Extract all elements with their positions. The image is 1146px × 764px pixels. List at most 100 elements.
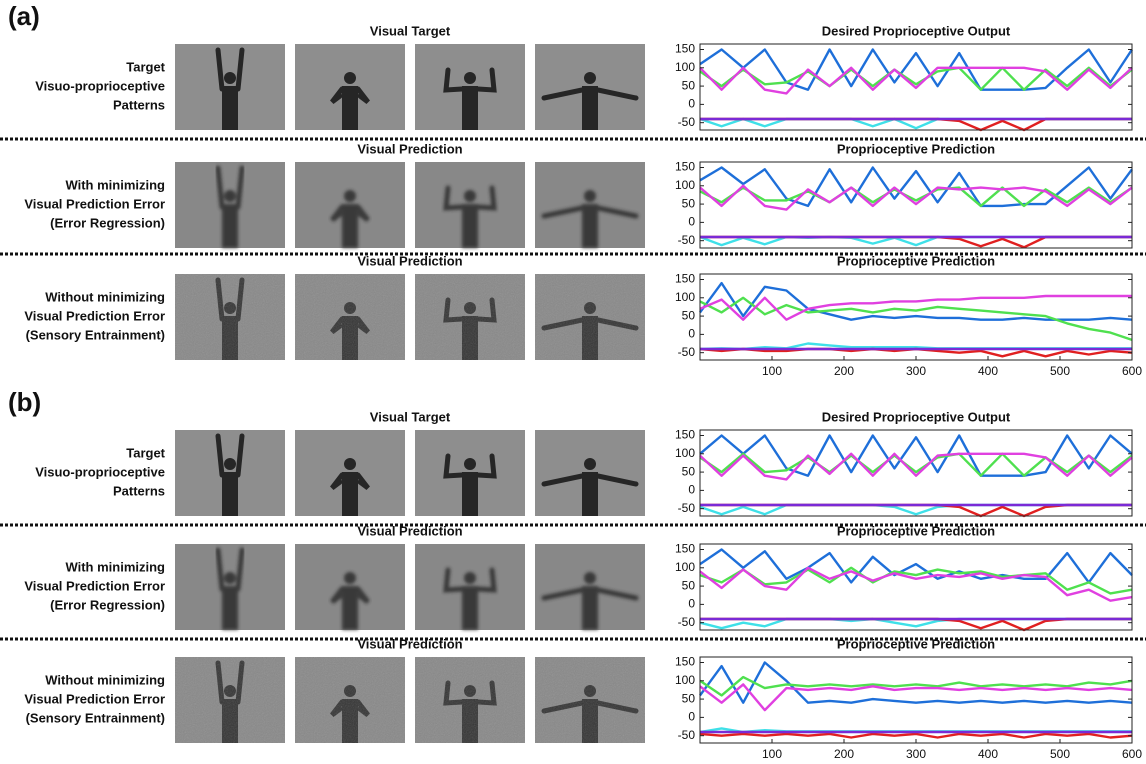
image-noise (175, 657, 285, 743)
image (415, 544, 525, 630)
body (342, 472, 358, 516)
image (175, 657, 285, 743)
image (175, 274, 285, 360)
row-label: Without minimizing (45, 289, 165, 304)
body (222, 204, 238, 248)
head (464, 72, 476, 84)
image-noise (535, 657, 645, 743)
body (342, 586, 358, 630)
y-tick-label: 50 (682, 308, 696, 322)
image-noise (175, 274, 285, 360)
image (175, 162, 285, 248)
head (464, 458, 476, 470)
image (535, 162, 645, 248)
row-label: Patterns (113, 483, 165, 498)
y-tick-label: 100 (675, 560, 695, 574)
y-tick-label: 100 (675, 178, 695, 192)
y-tick-label: -50 (678, 345, 696, 359)
x-tick-label: 500 (1050, 747, 1070, 761)
row-label: Visual Prediction Error (24, 691, 165, 706)
x-tick-label: 400 (978, 364, 998, 378)
image-title: Visual Prediction (357, 636, 462, 651)
row-label: Visuo-proprioceptive (35, 78, 165, 93)
body (462, 86, 478, 130)
chart-title: Desired Proprioceptive Output (822, 409, 1011, 424)
x-tick-label: 200 (834, 364, 854, 378)
y-tick-label: 50 (682, 578, 696, 592)
row-label: Visual Prediction Error (24, 196, 165, 211)
body (342, 86, 358, 130)
x-tick-label: 200 (834, 747, 854, 761)
body (462, 472, 478, 516)
image (175, 44, 285, 130)
x-tick-label: 600 (1122, 747, 1142, 761)
y-tick-label: -50 (678, 728, 696, 742)
head (344, 572, 356, 584)
y-tick-label: 100 (675, 446, 695, 460)
head (344, 72, 356, 84)
y-tick-label: -50 (678, 501, 696, 515)
panel-label: (a) (8, 1, 40, 31)
image (415, 162, 525, 248)
x-tick-label: 300 (906, 747, 926, 761)
image (295, 657, 405, 743)
body (462, 204, 478, 248)
image-noise (295, 657, 405, 743)
row-label: Patterns (113, 97, 165, 112)
image (415, 44, 525, 130)
y-tick-label: 100 (675, 60, 695, 74)
row-label: (Error Regression) (50, 215, 165, 230)
y-tick-label: 50 (682, 464, 696, 478)
row-label: (Sensory Entrainment) (26, 710, 165, 725)
chart-title: Proprioceptive Prediction (837, 141, 995, 156)
image (175, 430, 285, 516)
chart-title: Desired Proprioceptive Output (822, 23, 1011, 38)
body (582, 472, 598, 516)
x-tick-label: 600 (1122, 364, 1142, 378)
row-label: With minimizing (65, 559, 165, 574)
row-label: Target (126, 59, 165, 74)
image (535, 274, 645, 360)
body (462, 586, 478, 630)
y-tick-label: -50 (678, 115, 696, 129)
image-title: Visual Target (370, 409, 451, 424)
image (535, 657, 645, 743)
head (224, 572, 236, 584)
body (582, 86, 598, 130)
y-tick-label: 0 (688, 327, 695, 341)
y-tick-label: 0 (688, 97, 695, 111)
head (224, 458, 236, 470)
x-tick-label: 300 (906, 364, 926, 378)
y-tick-label: 100 (675, 673, 695, 687)
y-tick-label: -50 (678, 615, 696, 629)
y-tick-label: 150 (675, 655, 695, 669)
image-title: Visual Prediction (357, 253, 462, 268)
y-tick-label: 0 (688, 710, 695, 724)
y-tick-label: 0 (688, 215, 695, 229)
body (342, 204, 358, 248)
row-label: (Error Regression) (50, 597, 165, 612)
image (295, 274, 405, 360)
image (295, 430, 405, 516)
image-title: Visual Prediction (357, 523, 462, 538)
image-title: Visual Prediction (357, 141, 462, 156)
head (464, 572, 476, 584)
y-tick-label: 50 (682, 691, 696, 705)
chart-title: Proprioceptive Prediction (837, 636, 995, 651)
image-noise (295, 274, 405, 360)
image (175, 544, 285, 630)
figure: (a) Target Visuo-proprioceptive Patterns Vis… (0, 0, 1146, 764)
head (584, 72, 596, 84)
y-tick-label: 150 (675, 160, 695, 174)
image (295, 162, 405, 248)
chart-title: Proprioceptive Prediction (837, 523, 995, 538)
image-noise (415, 274, 525, 360)
image (535, 544, 645, 630)
row-label: Visual Prediction Error (24, 578, 165, 593)
body (222, 586, 238, 630)
image-title: Visual Target (370, 23, 451, 38)
row-label: Target (126, 445, 165, 460)
x-tick-label: 100 (762, 364, 782, 378)
image (415, 274, 525, 360)
image (535, 44, 645, 130)
